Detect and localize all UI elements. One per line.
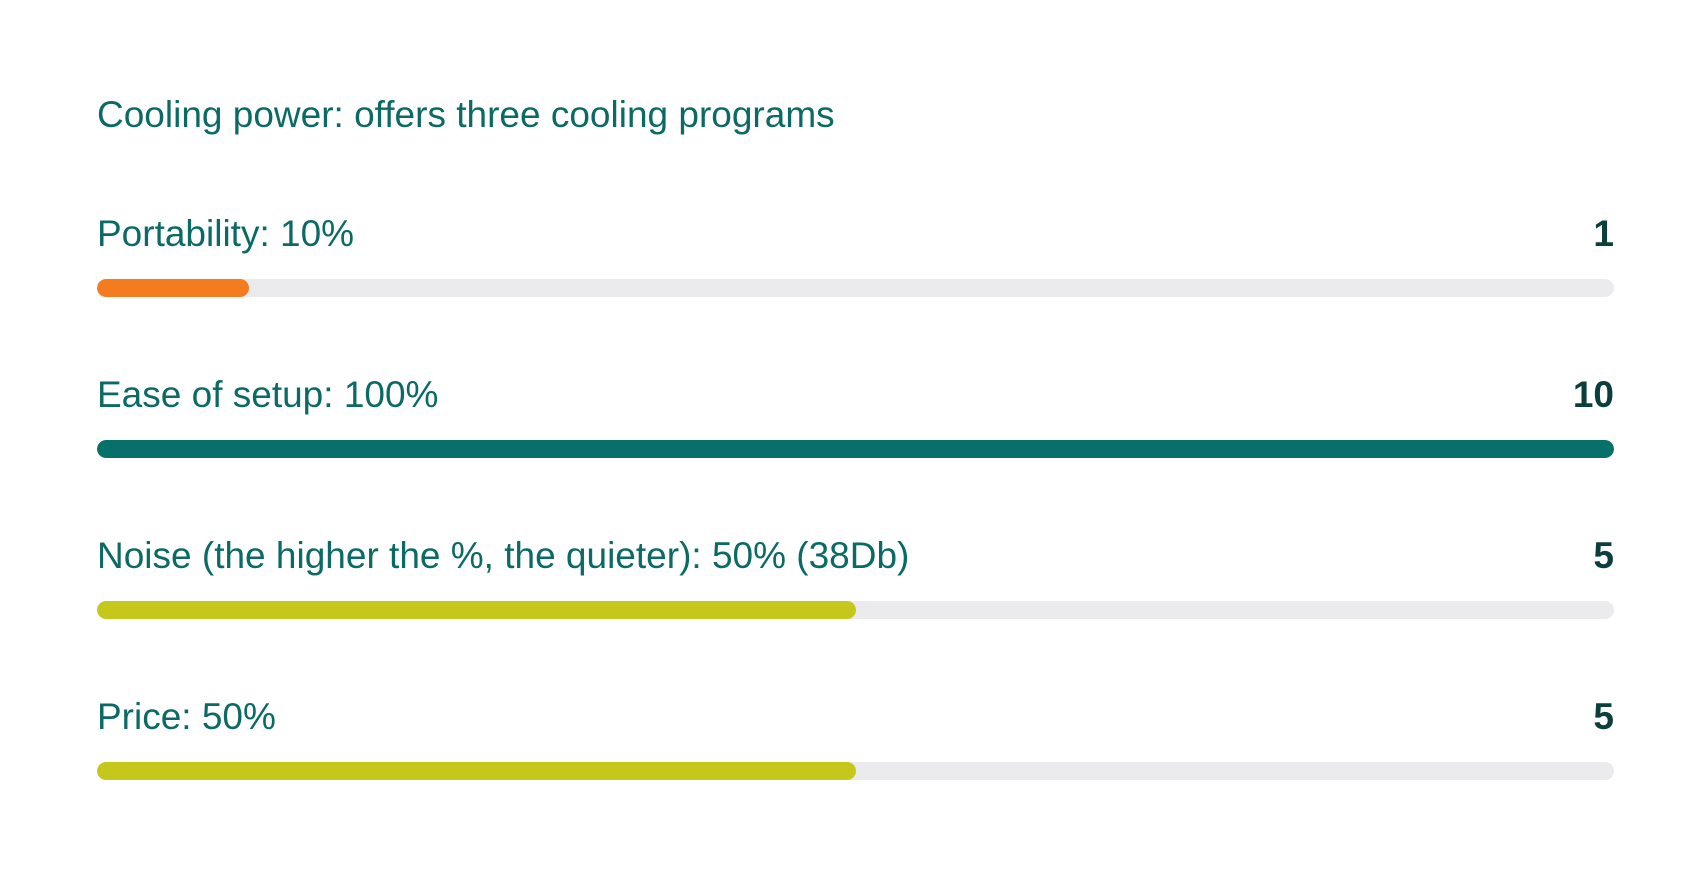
rating-header: Portability: 10% 1 bbox=[97, 211, 1614, 257]
rating-score: 5 bbox=[1593, 535, 1614, 576]
progress-track bbox=[97, 601, 1614, 619]
rating-row-price: Price: 50% 5 bbox=[97, 694, 1614, 780]
progress-track bbox=[97, 762, 1614, 780]
progress-track bbox=[97, 440, 1614, 458]
rating-header: Ease of setup: 100% 10 bbox=[97, 372, 1614, 418]
progress-fill bbox=[97, 440, 1614, 458]
rating-header: Price: 50% 5 bbox=[97, 694, 1614, 740]
progress-fill bbox=[97, 279, 249, 297]
rating-score: 5 bbox=[1593, 696, 1614, 737]
rating-header: Noise (the higher the %, the quieter): 5… bbox=[97, 533, 1614, 579]
progress-fill bbox=[97, 762, 856, 780]
rating-row-portability: Portability: 10% 1 bbox=[97, 211, 1614, 297]
progress-track bbox=[97, 279, 1614, 297]
page-title: Cooling power: offers three cooling prog… bbox=[97, 94, 835, 135]
rating-label: Portability: 10% bbox=[97, 213, 355, 254]
rating-score: 1 bbox=[1593, 213, 1614, 254]
rating-label: Price: 50% bbox=[97, 696, 276, 737]
rating-row-noise: Noise (the higher the %, the quieter): 5… bbox=[97, 533, 1614, 619]
rating-score: 10 bbox=[1572, 374, 1614, 415]
rating-row-ease-of-setup: Ease of setup: 100% 10 bbox=[97, 372, 1614, 458]
rating-label: Ease of setup: 100% bbox=[97, 374, 439, 415]
rating-label: Noise (the higher the %, the quieter): 5… bbox=[97, 535, 910, 576]
progress-fill bbox=[97, 601, 856, 619]
